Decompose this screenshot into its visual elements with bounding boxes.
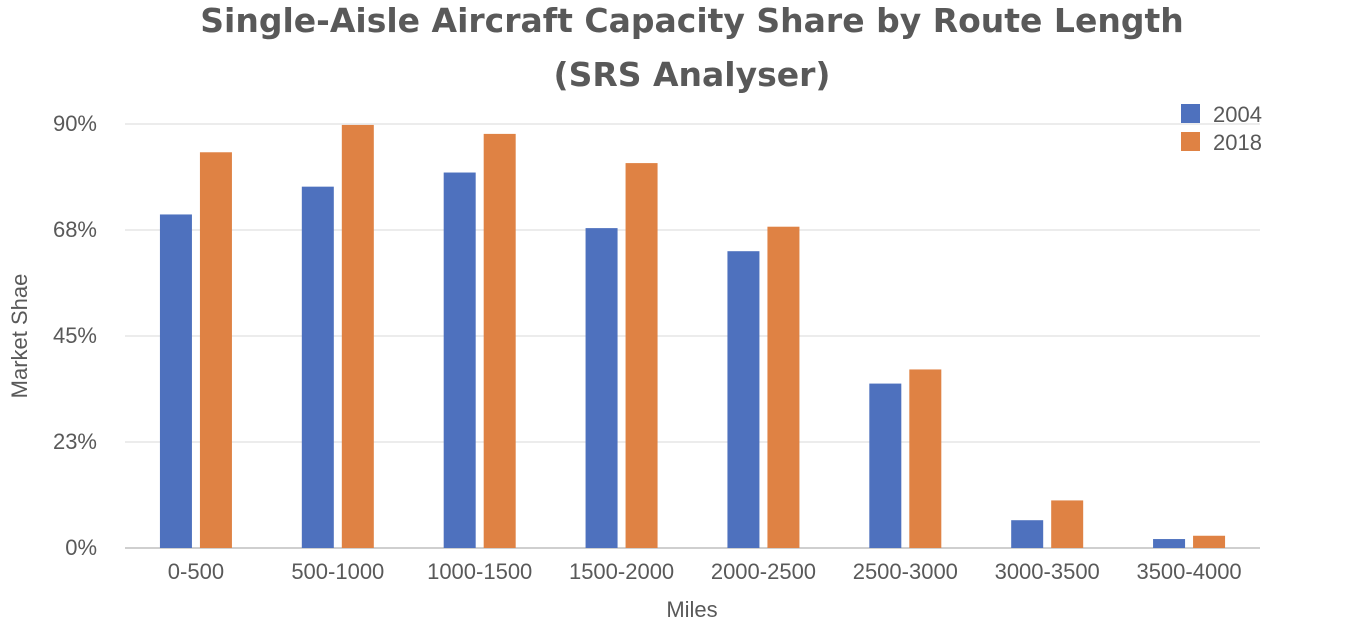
bar-2004-2500-3000: [869, 383, 902, 548]
x-tick-label: 0-500: [168, 559, 224, 584]
y-axis-label: Market Shae: [7, 274, 32, 399]
y-tick-label: 23%: [53, 429, 97, 454]
x-tick-label: 1000-1500: [427, 559, 532, 584]
chart-title: Single-Aisle Aircraft Capacity Share by …: [200, 1, 1183, 40]
legend-label-2018: 2018: [1213, 130, 1262, 155]
y-axis-ticks: 0% 23% 45% 68% 90%: [53, 111, 97, 560]
bar-2018-3500-4000: [1193, 535, 1226, 548]
bar-2018-0-500: [199, 152, 232, 548]
y-tick-label: 68%: [53, 217, 97, 242]
bars: [159, 124, 1226, 549]
y-tick-label: 0%: [65, 535, 97, 560]
x-axis-label: Miles: [666, 597, 717, 622]
legend: 2004 2018: [1181, 102, 1262, 155]
x-tick-label: 2000-2500: [711, 559, 816, 584]
x-axis-ticks: 0-500 500-1000 1000-1500 1500-2000 2000-2500…: [168, 559, 1242, 584]
bar-2018-3000-3500: [1051, 500, 1084, 548]
bar-2018-1000-1500: [483, 133, 516, 549]
bar-2018-2000-2500: [767, 226, 800, 549]
legend-swatch-2004: [1181, 104, 1200, 123]
bar-2018-1500-2000: [625, 163, 658, 548]
chart-subtitle: (SRS Analyser): [553, 55, 830, 94]
legend-swatch-2018: [1181, 132, 1200, 151]
bar-2018-2500-3000: [909, 369, 942, 548]
bar-2004-3000-3500: [1011, 520, 1044, 548]
bar-2004-500-1000: [301, 186, 334, 548]
y-tick-label: 45%: [53, 323, 97, 348]
x-tick-label: 3500-4000: [1136, 559, 1241, 584]
bar-2004-0-500: [159, 214, 192, 548]
bar-2018-500-1000: [341, 124, 374, 548]
bar-2004-2000-2500: [727, 251, 760, 548]
x-tick-label: 3000-3500: [995, 559, 1100, 584]
y-tick-label: 90%: [53, 111, 97, 136]
bar-2004-3500-4000: [1153, 539, 1186, 548]
bar-2004-1000-1500: [443, 172, 476, 548]
legend-label-2004: 2004: [1213, 102, 1262, 127]
x-tick-label: 500-1000: [291, 559, 384, 584]
x-tick-label: 1500-2000: [569, 559, 674, 584]
x-tick-label: 2500-3000: [853, 559, 958, 584]
gridlines: [125, 123, 1260, 549]
bar-2004-1500-2000: [585, 228, 618, 549]
